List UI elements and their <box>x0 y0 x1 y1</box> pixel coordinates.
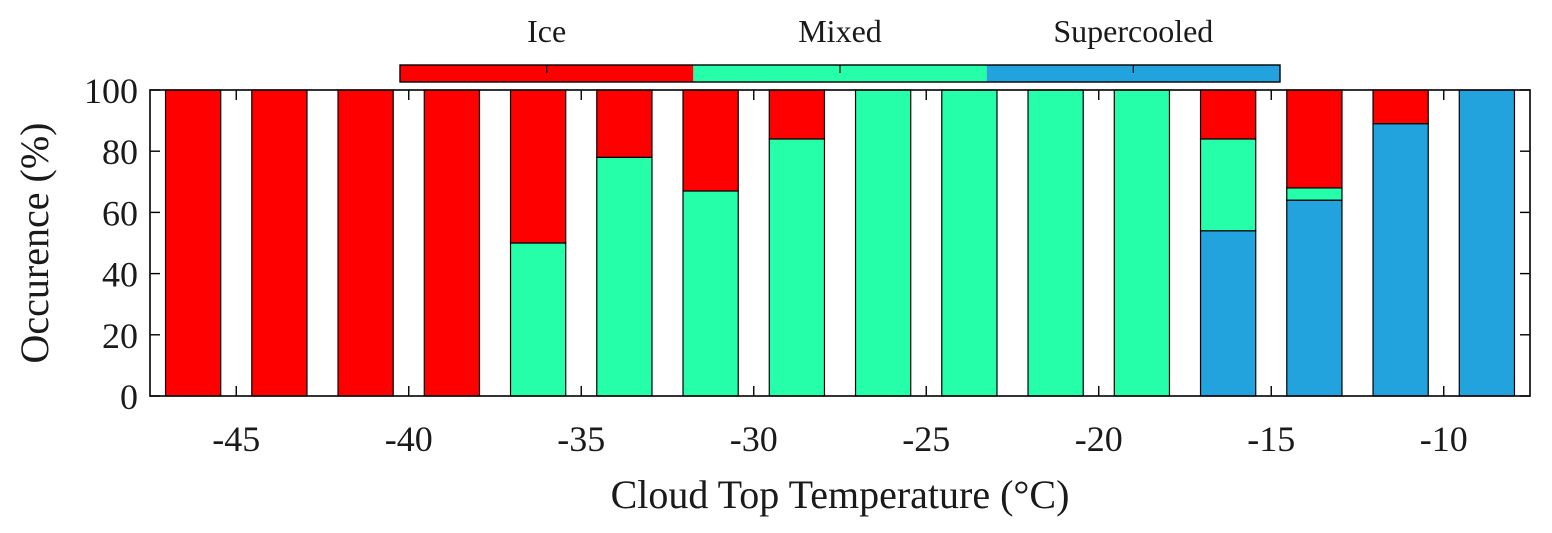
x-tick-label: -20 <box>1075 419 1123 459</box>
bar-supercooled-12 <box>1199 230 1257 397</box>
bar-ice-4 <box>509 89 567 244</box>
plot-frame <box>149 89 1531 397</box>
bar-mixed-11 <box>1113 89 1171 397</box>
bars-group <box>164 89 1516 397</box>
y-axis-label: Occurence (%) <box>12 123 57 364</box>
x-tick-label: -10 <box>1420 419 1468 459</box>
bar-ice-7 <box>768 89 826 140</box>
x-tick-label: -15 <box>1247 419 1295 459</box>
legend: Ice Mixed Supercooled <box>399 13 1281 83</box>
bar-ice-14 <box>1372 89 1429 125</box>
legend-swatch-mixed <box>693 65 987 82</box>
x-tick-label: -40 <box>385 419 433 459</box>
ticks-group: 0 20 40 60 80 100 -45 -40 -35 -30 -25 -20 -15 -10 <box>84 71 1530 459</box>
bar-ice-0 <box>164 89 222 397</box>
x-axis-label: Cloud Top Temperature (°C) <box>611 472 1070 517</box>
legend-swatch-supercooled <box>986 65 1280 82</box>
legend-label-supercooled: Supercooled <box>1053 13 1213 49</box>
bar-ice-1 <box>251 89 308 397</box>
bar-supercooled-15 <box>1458 89 1516 397</box>
y-tick-label: 60 <box>102 193 138 233</box>
legend-swatch-ice <box>400 65 694 82</box>
bar-supercooled-13 <box>1286 199 1343 397</box>
bar-ice-2 <box>337 89 394 397</box>
bar-mixed-13 <box>1286 187 1343 201</box>
bar-mixed-10 <box>1027 89 1084 397</box>
bar-mixed-12 <box>1199 138 1257 232</box>
legend-label-ice: Ice <box>527 13 566 49</box>
bar-mixed-8 <box>854 89 912 397</box>
x-tick-label: -25 <box>902 419 950 459</box>
bar-supercooled-14 <box>1372 123 1429 397</box>
bar-mixed-6 <box>682 190 739 397</box>
y-tick-label: 80 <box>102 132 138 172</box>
legend-frame <box>399 64 1281 83</box>
legend-label-mixed: Mixed <box>798 13 882 49</box>
bar-mixed-7 <box>768 138 826 397</box>
y-tick-label: 100 <box>84 71 138 111</box>
bar-ice-12 <box>1199 89 1257 140</box>
y-tick-label: 20 <box>102 316 138 356</box>
bar-ice-3 <box>423 89 481 397</box>
x-tick-label: -45 <box>212 419 260 459</box>
x-tick-label: -30 <box>730 419 778 459</box>
bar-mixed-4 <box>509 242 567 397</box>
bar-ice-5 <box>596 89 653 158</box>
x-tick-label: -35 <box>557 419 605 459</box>
bar-mixed-9 <box>941 89 998 397</box>
bar-ice-6 <box>682 89 739 192</box>
bar-mixed-5 <box>596 156 653 397</box>
y-tick-label: 0 <box>120 377 138 417</box>
y-tick-label: 40 <box>102 255 138 295</box>
bar-ice-13 <box>1286 89 1343 189</box>
